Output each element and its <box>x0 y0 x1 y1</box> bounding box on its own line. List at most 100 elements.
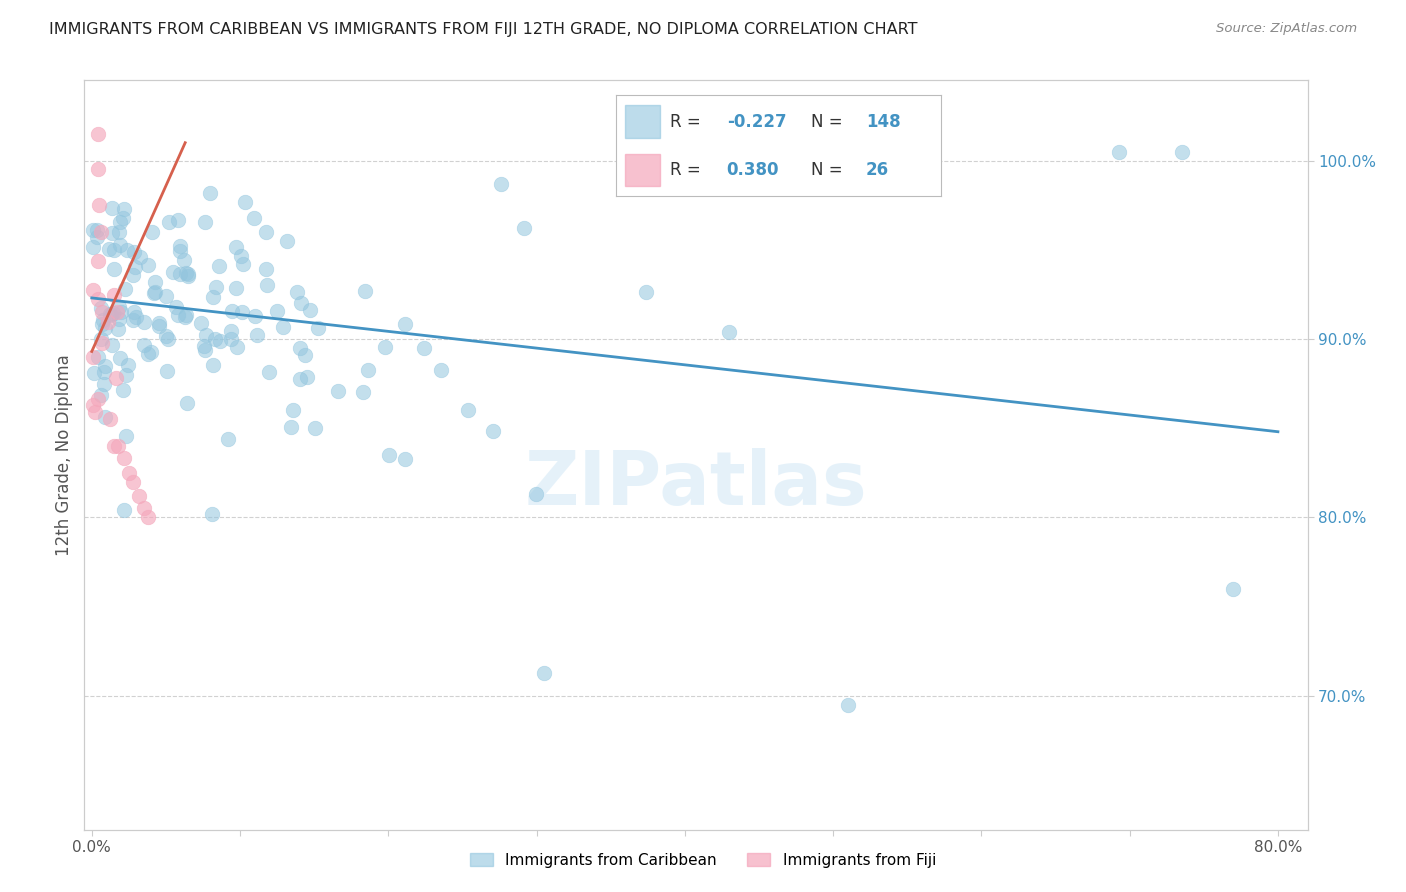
Point <box>231 249 253 263</box>
Point <box>204 332 226 346</box>
Point <box>837 698 859 712</box>
Point <box>259 365 281 379</box>
Point <box>90 317 112 331</box>
Point <box>90 301 112 315</box>
Point <box>243 310 266 324</box>
Point <box>328 384 350 398</box>
Point <box>194 215 217 229</box>
Point <box>394 318 416 332</box>
Point <box>201 290 224 304</box>
Point <box>352 384 374 399</box>
Point <box>103 288 125 302</box>
Point <box>87 292 110 306</box>
Point <box>86 162 108 177</box>
Point <box>90 388 112 402</box>
Point <box>176 396 198 410</box>
Point <box>202 358 225 372</box>
Point <box>136 258 159 272</box>
Point <box>97 242 120 256</box>
Point <box>86 222 108 236</box>
Point <box>221 303 243 318</box>
Point <box>115 243 138 257</box>
Point <box>457 403 479 417</box>
Point <box>86 230 108 244</box>
Point <box>122 305 145 319</box>
Point <box>98 412 121 426</box>
Point <box>190 316 212 330</box>
Point <box>82 398 104 412</box>
Point <box>256 278 278 293</box>
Point <box>167 309 190 323</box>
Point <box>124 260 146 274</box>
Point <box>266 304 288 318</box>
Point <box>209 334 232 348</box>
Point <box>276 234 298 248</box>
Point <box>86 127 108 141</box>
Point <box>97 316 120 330</box>
Point <box>125 310 148 325</box>
Point <box>156 364 179 378</box>
Point <box>634 285 657 300</box>
Point <box>288 341 311 355</box>
Point <box>280 420 302 434</box>
Point <box>83 366 105 380</box>
Point <box>132 315 155 329</box>
Point <box>90 304 112 318</box>
Point <box>271 320 294 334</box>
Point <box>143 276 166 290</box>
Point <box>177 267 200 281</box>
Point <box>86 254 108 268</box>
Point <box>254 262 277 277</box>
Point <box>169 238 191 252</box>
Point <box>136 347 159 361</box>
Point <box>176 308 198 322</box>
Point <box>430 363 453 377</box>
Point <box>169 244 191 258</box>
Point <box>112 202 135 216</box>
Point <box>103 439 125 453</box>
Point <box>100 308 122 322</box>
Point <box>148 319 170 334</box>
Point <box>290 296 312 310</box>
Point <box>167 213 190 227</box>
Point <box>304 420 326 434</box>
Point <box>298 303 321 318</box>
Point <box>93 376 115 391</box>
Point <box>128 489 150 503</box>
Point <box>513 220 536 235</box>
Point <box>122 268 145 282</box>
Point <box>231 305 253 319</box>
Point <box>148 316 170 330</box>
Point <box>108 215 131 229</box>
Point <box>354 284 377 298</box>
Point <box>225 281 247 295</box>
Point <box>1355 591 1378 605</box>
Point <box>117 358 139 372</box>
Point <box>93 313 115 327</box>
Point <box>412 342 434 356</box>
Point <box>108 301 131 315</box>
Point <box>98 308 121 322</box>
Point <box>169 267 191 281</box>
Point <box>108 237 131 252</box>
Point <box>394 451 416 466</box>
Point <box>174 310 197 324</box>
Point <box>482 425 505 439</box>
Point <box>155 329 177 343</box>
Point <box>204 280 226 294</box>
Point <box>107 225 129 239</box>
Point <box>122 475 145 489</box>
Point <box>356 362 378 376</box>
Point <box>198 186 221 200</box>
Point <box>105 305 128 319</box>
Point <box>193 339 215 353</box>
Point <box>285 285 308 299</box>
Point <box>112 503 135 517</box>
Point <box>194 328 217 343</box>
Y-axis label: 12th Grade, No Diploma: 12th Grade, No Diploma <box>55 354 73 556</box>
Point <box>87 392 110 406</box>
Point <box>90 225 112 239</box>
Point <box>1385 591 1406 605</box>
Point <box>176 268 198 283</box>
Point <box>288 372 311 386</box>
